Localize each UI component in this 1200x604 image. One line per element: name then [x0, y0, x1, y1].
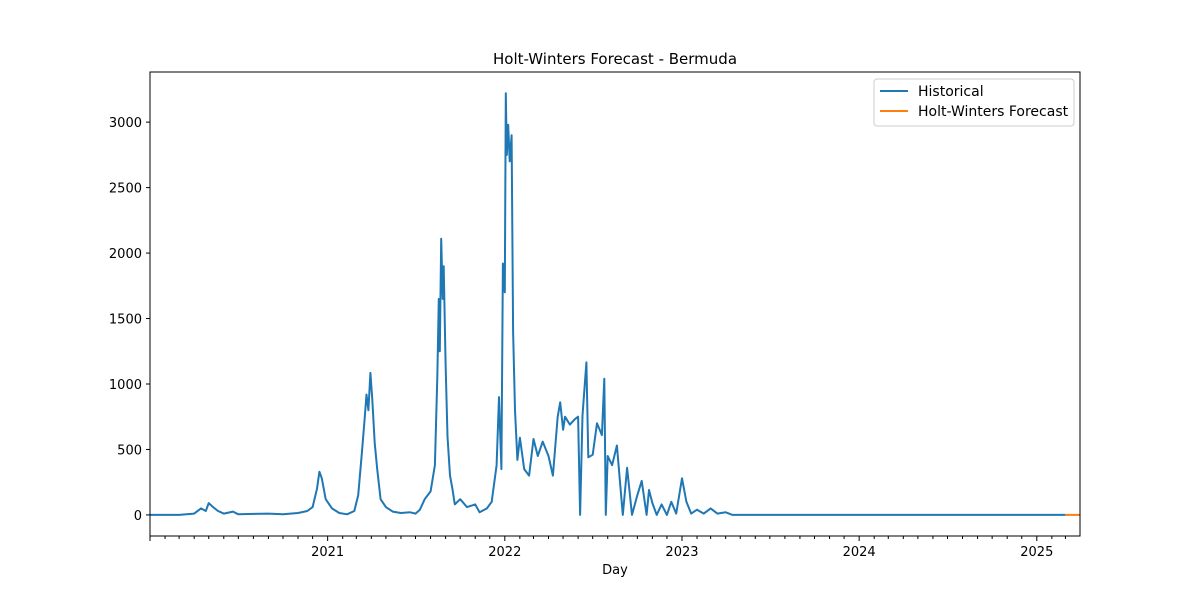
- series-line-historical: [150, 92, 1066, 516]
- y-tick-label: 2000: [109, 247, 142, 262]
- x-tick-label: 2025: [1020, 545, 1053, 560]
- y-tick-label: 1500: [109, 313, 142, 328]
- y-tick-label: 500: [117, 443, 142, 458]
- x-tick-label: 2024: [843, 545, 876, 560]
- chart-title: Holt-Winters Forecast - Bermuda: [493, 50, 737, 68]
- legend-label-historical: Historical: [918, 84, 984, 100]
- x-tick-label: 2023: [665, 545, 698, 560]
- y-tick-label: 1000: [109, 378, 142, 393]
- y-axis-ticks: 0 500 1000 1500 2000 2500 3000: [109, 116, 150, 524]
- legend: Historical Holt-Winters Forecast: [873, 78, 1075, 127]
- legend-label-forecast: Holt-Winters Forecast: [918, 104, 1069, 120]
- plot-frame: [149, 71, 1081, 537]
- x-tick-label: 2022: [488, 545, 521, 560]
- x-tick-label: 2021: [311, 545, 344, 560]
- series-layer: [150, 92, 1080, 516]
- x-axis-label: Day: [602, 563, 628, 578]
- x-axis-ticks: 2021 2022 2023 2024 2025: [149, 536, 1066, 560]
- legend-box: [873, 78, 1075, 127]
- y-tick-label: 2500: [109, 182, 142, 197]
- y-tick-label: 0: [134, 509, 142, 524]
- y-tick-label: 3000: [109, 116, 142, 131]
